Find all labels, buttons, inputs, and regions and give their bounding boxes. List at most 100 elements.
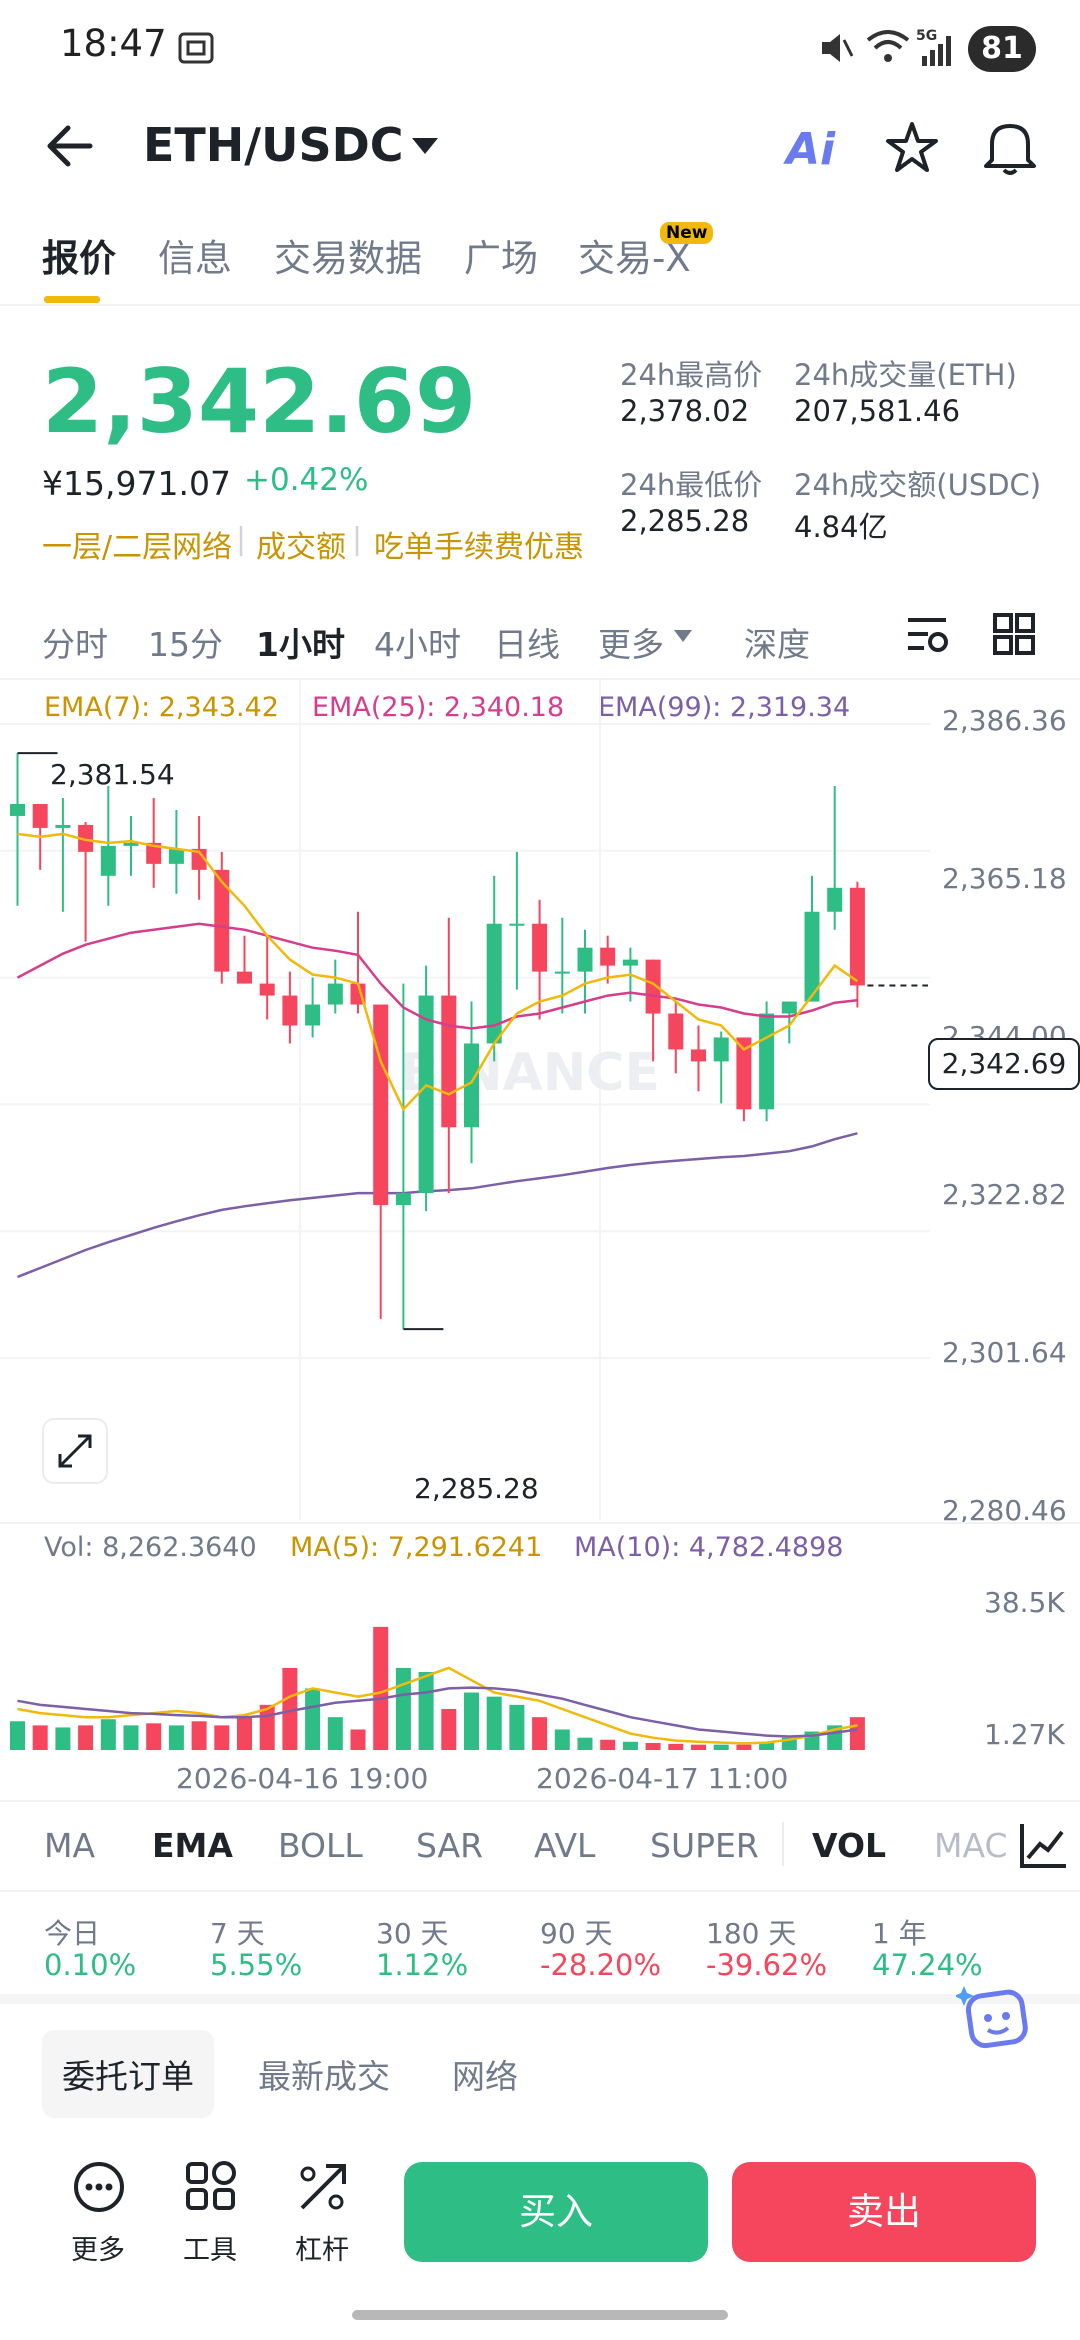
volume-bar — [464, 1692, 479, 1750]
candle — [327, 983, 343, 1005]
volume-bar — [645, 1743, 661, 1750]
signal-icon: 5G — [916, 28, 951, 66]
candle — [827, 887, 843, 912]
wifi-icon — [866, 30, 910, 62]
last-price: 2,342.69 — [42, 350, 477, 453]
candle — [373, 1004, 389, 1206]
tab-open-orders[interactable]: 委托订单 — [42, 2030, 214, 2118]
price-chart[interactable]: BINANCE — [0, 680, 1080, 1520]
volume-bar — [100, 1719, 116, 1750]
volume-chart — [10, 1626, 865, 1750]
price-axis-label: 2,301.64 — [942, 1336, 1067, 1369]
tab-network[interactable]: 网络 — [452, 2057, 518, 2096]
more-dots-icon — [74, 2162, 124, 2212]
tab-quote[interactable]: 报价 — [42, 237, 116, 280]
high-label: 24h最高价 — [620, 358, 763, 392]
interval-more[interactable]: 更多 — [598, 625, 664, 664]
indicator-ma[interactable]: MA — [44, 1826, 96, 1865]
expand-button[interactable] — [42, 1418, 108, 1484]
candle — [577, 947, 593, 972]
indicator-settings-button[interactable] — [1008, 1814, 1080, 1878]
buy-button[interactable]: 买入 — [404, 2162, 708, 2262]
tab-square[interactable]: 广场 — [464, 237, 538, 280]
active-tab-indicator — [44, 296, 100, 303]
tools-grid-icon — [186, 2161, 236, 2210]
perf-label: 180 天 — [706, 1917, 797, 1950]
tab-latest-trades[interactable]: 最新成交 — [258, 2057, 390, 2096]
assistant-bot-icon[interactable] — [956, 1980, 1036, 2052]
more-button[interactable] — [48, 2160, 148, 2270]
candle — [691, 1049, 706, 1062]
tools-button[interactable] — [160, 2160, 260, 2270]
candle — [305, 1004, 321, 1026]
leverage-icon — [300, 2164, 346, 2210]
candle — [282, 995, 298, 1026]
status-bar: 18:47 5G 81 — [0, 0, 1080, 100]
indicator-ema[interactable]: EMA — [152, 1826, 233, 1865]
tab-trade-data[interactable]: 交易数据 — [274, 237, 422, 280]
high-marker-label: 2,381.54 — [50, 758, 175, 791]
bell-icon[interactable] — [982, 118, 1038, 178]
volume-bar — [691, 1744, 706, 1750]
perf-value: 5.55% — [210, 1948, 303, 1982]
perf-label: 30 天 — [376, 1917, 449, 1950]
ai-icon[interactable]: Ai — [786, 124, 836, 175]
chart-settings-icon[interactable] — [904, 612, 950, 658]
volume-bar — [577, 1737, 593, 1750]
indicator-macd[interactable]: MAC — [934, 1826, 1008, 1865]
price-axis-label: 2,322.82 — [942, 1178, 1067, 1211]
volume-bar — [486, 1696, 502, 1750]
tag-fee-discount[interactable]: 吃单手续费优惠 — [374, 530, 584, 565]
interval-1h[interactable]: 1小时 — [256, 625, 345, 664]
ema7-line — [17, 832, 859, 1112]
indicator-boll[interactable]: BOLL — [278, 1826, 363, 1865]
low-value: 2,285.28 — [620, 504, 750, 538]
interval-1d[interactable]: 日线 — [494, 625, 560, 664]
candle — [168, 848, 184, 864]
more-label: 更多 — [71, 2235, 125, 2266]
sell-button[interactable]: 卖出 — [732, 2162, 1036, 2262]
interval-depth[interactable]: 深度 — [744, 625, 810, 664]
volume-bar — [282, 1667, 298, 1750]
tab-info[interactable]: 信息 — [158, 237, 232, 280]
candle — [418, 995, 434, 1194]
candle — [395, 1193, 411, 1206]
candle — [736, 1037, 752, 1110]
grid-layout-icon[interactable] — [992, 612, 1036, 656]
vol-label: 24h成交量(ETH) — [794, 358, 1017, 392]
interval-4h[interactable]: 4小时 — [374, 625, 461, 664]
ema25-legend: EMA(25): 2,340.18 — [312, 692, 565, 723]
interval-15m[interactable]: 15分 — [148, 625, 223, 664]
perf-value: -39.62% — [706, 1948, 828, 1982]
ema99-legend: EMA(99): 2,319.34 — [598, 692, 851, 723]
vol-ma5-line — [17, 1666, 858, 1745]
more-dropdown-icon[interactable] — [672, 628, 694, 644]
candle — [464, 1043, 479, 1128]
volume-bar — [849, 1717, 865, 1750]
vol-axis-label: 38.5K — [984, 1586, 1065, 1619]
indicator-sar[interactable]: SAR — [416, 1826, 484, 1865]
volume-bar — [305, 1688, 321, 1750]
perf-label: 1 年 — [872, 1917, 927, 1950]
status-time: 18:47 — [60, 22, 167, 65]
candle — [32, 803, 48, 828]
pair-title[interactable]: ETH/USDC — [143, 118, 404, 172]
candle — [123, 842, 139, 846]
tag-layer-network[interactable]: 一层/二层网络 — [42, 530, 233, 565]
ema7-legend: EMA(7): 2,343.42 — [44, 692, 279, 723]
tab-trade-x[interactable]: 交易-X — [578, 237, 691, 280]
volume-bar — [237, 1717, 252, 1750]
star-icon[interactable] — [884, 120, 940, 176]
interval-line[interactable]: 分时 — [42, 625, 108, 664]
perf-value: 1.12% — [376, 1948, 469, 1982]
indicator-vol[interactable]: VOL — [812, 1826, 887, 1865]
indicator-super[interactable]: SUPER — [650, 1826, 759, 1865]
candle — [849, 887, 865, 986]
tag-volume[interactable]: 成交额 — [256, 530, 346, 565]
back-arrow-icon[interactable] — [44, 120, 96, 172]
leverage-button[interactable] — [272, 2160, 372, 2270]
indicator-avl[interactable]: AVL — [534, 1826, 596, 1865]
perf-value: 47.24% — [872, 1948, 983, 1982]
pair-dropdown-icon[interactable] — [410, 134, 440, 158]
expand-icon — [58, 1434, 92, 1468]
